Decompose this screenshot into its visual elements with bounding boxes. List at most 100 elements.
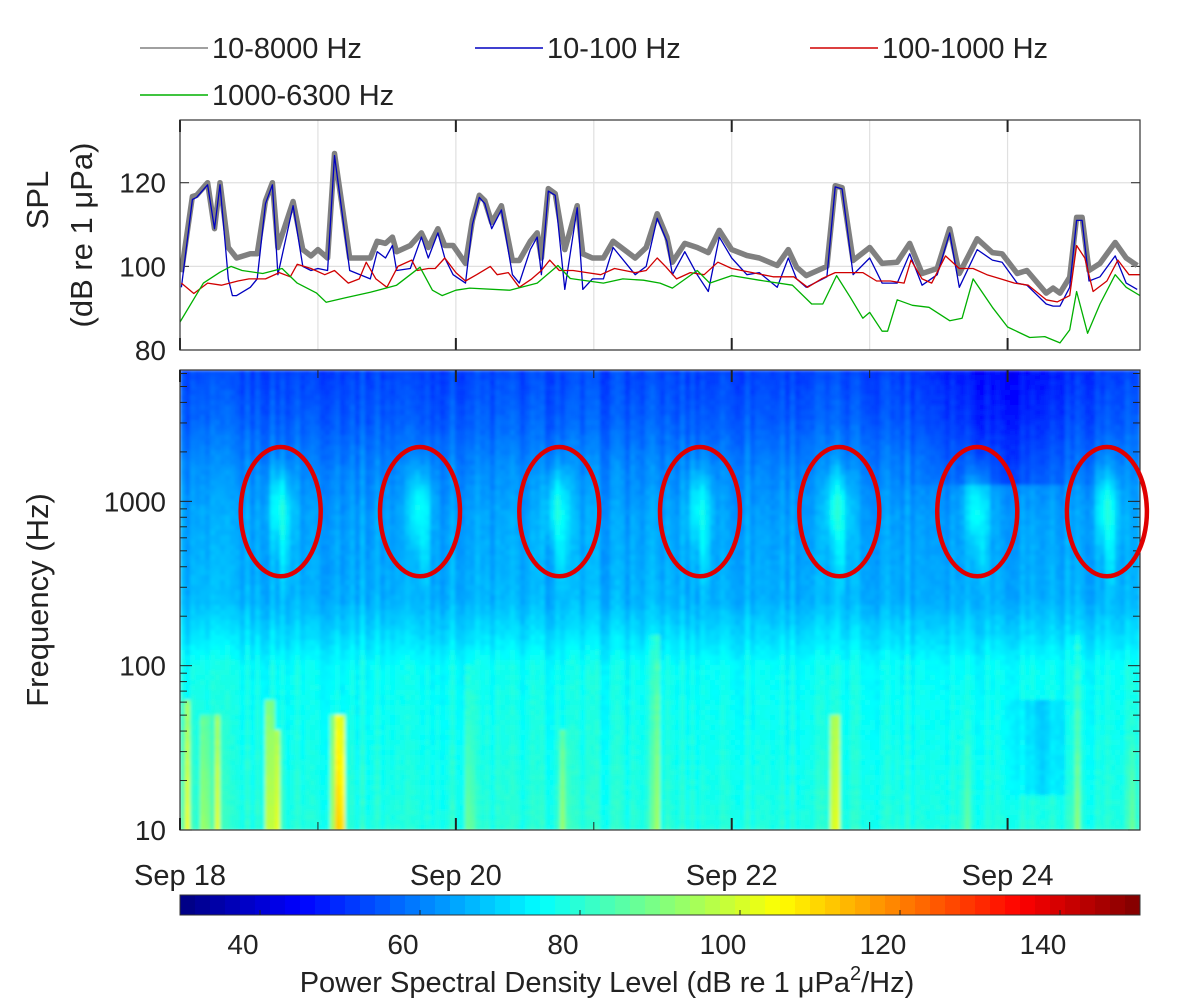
spectrogram-cell: [230, 650, 236, 656]
spectrogram-cell: [385, 725, 391, 731]
spectrogram-cell: [235, 615, 241, 621]
spectrogram-cell: [390, 445, 396, 451]
spectrogram-cell: [390, 400, 396, 406]
spectrogram-cell: [250, 485, 256, 491]
spectrogram-cell: [190, 480, 196, 486]
spectrogram-cell: [390, 730, 396, 736]
spectrogram-cell: [190, 650, 196, 656]
spectrogram-cell: [335, 610, 341, 616]
spectrogram-cell: [380, 380, 386, 386]
spectrogram-cell: [260, 675, 266, 681]
spectrogram-cell: [325, 410, 331, 416]
spectrogram-cell: [340, 735, 346, 741]
spectrogram-cell: [300, 615, 306, 621]
spectrogram-cell: [375, 395, 381, 401]
spectrogram-cell: [250, 450, 256, 456]
spectrogram-cell: [415, 485, 421, 491]
spectrogram-cell: [290, 670, 296, 676]
spectrogram-cell: [380, 615, 386, 621]
spectrogram-cell: [355, 385, 361, 391]
spectrogram-cell: [180, 785, 186, 791]
spectrogram-cell: [190, 800, 196, 806]
spectrogram-cell: [305, 485, 311, 491]
spectrogram-cell: [305, 710, 311, 716]
spectrogram-cell: [220, 825, 226, 830]
spectrogram-cell: [415, 735, 421, 741]
spectrogram-cell: [340, 525, 346, 531]
spectrogram-cell: [260, 430, 266, 436]
spectrogram-cell: [215, 755, 221, 761]
spectrogram-cell: [370, 760, 376, 766]
spectrogram-cell: [385, 410, 391, 416]
spectrogram-cell: [250, 505, 256, 511]
spectrogram-cell: [375, 810, 381, 816]
spectrogram-cell: [315, 635, 321, 641]
spectrogram-cell: [310, 685, 316, 691]
spectrogram-cell: [190, 485, 196, 491]
spectrogram-cell: [435, 590, 441, 596]
spectrogram-cell: [195, 450, 201, 456]
spectrogram-cell: [440, 620, 446, 626]
spectrogram-cell: [180, 605, 186, 611]
spectrogram-cell: [285, 700, 291, 706]
spectrogram-cell: [420, 595, 426, 601]
spectrogram-cell: [375, 545, 381, 551]
spectrogram-cell: [420, 760, 426, 766]
spectrogram-cell: [335, 490, 341, 496]
spectrogram-cell: [215, 775, 221, 781]
spectrogram-cell: [390, 810, 396, 816]
spectrogram-cell: [235, 685, 241, 691]
spectrogram-cell: [245, 385, 251, 391]
spectrogram-cell: [410, 600, 416, 606]
spectrogram-cell: [355, 455, 361, 461]
spectrogram-cell: [275, 530, 281, 536]
spectrogram-cell: [280, 380, 286, 386]
spectrogram-cell: [215, 790, 221, 796]
spectrogram-cell: [425, 535, 431, 541]
spectrogram-cell: [370, 655, 376, 661]
spectrogram-cell: [425, 490, 431, 496]
spectrogram-cell: [205, 565, 211, 571]
spectrogram-cell: [375, 465, 381, 471]
spectrogram-cell: [255, 630, 261, 636]
spectrogram-cell: [420, 675, 426, 681]
spectrogram-cell: [420, 390, 426, 396]
spectrogram-cell: [345, 610, 351, 616]
spectrogram-cell: [245, 715, 251, 721]
spectrogram-cell: [385, 515, 391, 521]
spectrogram-cell: [225, 380, 231, 386]
spectrogram-cell: [235, 805, 241, 811]
spectrogram-cell: [245, 530, 251, 536]
spectrogram-cell: [290, 580, 296, 586]
spectrogram-cell: [210, 375, 216, 381]
spectrogram-cell: [200, 575, 206, 581]
spectrogram-cell: [255, 635, 261, 641]
spectrogram-cell: [315, 650, 321, 656]
spectrogram-cell: [335, 440, 341, 446]
spectrogram-cell: [300, 470, 306, 476]
spectrogram-cell: [240, 400, 246, 406]
spectrogram-cell: [195, 795, 201, 801]
spectrogram-cell: [180, 630, 186, 636]
spectrogram-cell: [395, 655, 401, 661]
spectrogram-cell: [200, 690, 206, 696]
spectrogram-cell: [280, 530, 286, 536]
spectrogram-cell: [305, 410, 311, 416]
spectrogram-cell: [350, 545, 356, 551]
spectrogram-cell: [365, 640, 371, 646]
spectrogram-cell: [280, 405, 286, 411]
spectrogram-cell: [285, 600, 291, 606]
spectrogram-cell: [305, 590, 311, 596]
spectrogram-cell: [320, 715, 326, 721]
spectrogram-cell: [305, 455, 311, 461]
spectrogram-cell: [445, 580, 451, 586]
spectrogram-cell: [310, 570, 316, 576]
spectrogram-cell: [245, 785, 251, 791]
spectrogram-cell: [195, 405, 201, 411]
spectrogram-cell: [425, 820, 431, 826]
spectrogram-cell: [365, 765, 371, 771]
spectrogram-cell: [240, 805, 246, 811]
spectrogram-cell: [280, 510, 286, 516]
spectrogram-cell: [415, 420, 421, 426]
spectrogram-cell: [420, 510, 426, 516]
